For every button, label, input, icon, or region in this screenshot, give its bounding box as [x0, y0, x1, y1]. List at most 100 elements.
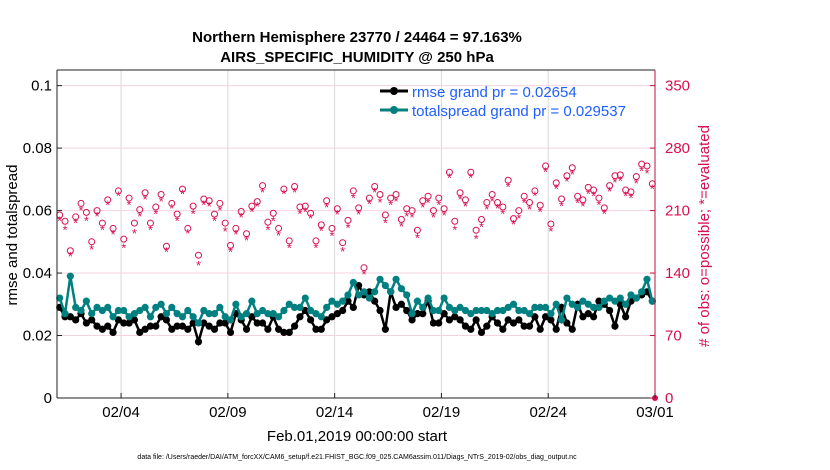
obs-possible-marker [269, 209, 277, 217]
totalspread-point [440, 294, 448, 302]
obs-evaluated-marker: * [484, 202, 489, 217]
obs-evaluated-marker: * [84, 213, 89, 228]
obs-possible-marker [632, 173, 640, 181]
totalspread-point [296, 303, 304, 312]
totalspread-point [435, 306, 443, 315]
rmse-point [584, 310, 592, 318]
obs-evaluated-marker: * [559, 198, 564, 213]
obs-possible-marker [275, 224, 283, 232]
rmse-point [152, 322, 160, 330]
totalspread-point [285, 300, 293, 308]
obs-evaluated-marker: * [180, 187, 185, 202]
obs-possible-marker [66, 247, 74, 255]
totalspread-point [589, 303, 598, 312]
rmse-point [109, 328, 117, 336]
obs-possible-marker [72, 213, 80, 221]
obs-evaluated-marker: * [137, 209, 142, 224]
obs-evaluated-marker: * [303, 205, 308, 220]
legend: rmse grand pr = 0.02654 totalspread gran… [380, 84, 626, 120]
rmse-point [435, 319, 443, 327]
obs-possible-marker [178, 185, 186, 193]
obs-possible-marker [344, 216, 352, 224]
obs-evaluated-marker: * [586, 187, 591, 202]
rmse-point [242, 325, 251, 333]
rmse-point [184, 325, 192, 333]
obs-evaluated-marker: * [399, 219, 404, 234]
totalspread-point [520, 306, 528, 315]
obs-evaluated-marker: * [276, 228, 281, 243]
obs-possible-marker [627, 188, 635, 196]
totalspread-point [568, 300, 576, 308]
obs-evaluated-marker: * [169, 201, 174, 216]
obs-evaluated-marker: * [329, 229, 334, 244]
rmse-point [499, 325, 507, 333]
rmse-point [88, 316, 96, 324]
totalspread-point [504, 303, 512, 312]
rmse-point [536, 325, 544, 333]
totalspread-point [472, 306, 480, 315]
obs-evaluated-marker: * [308, 211, 313, 226]
totalspread-point [104, 303, 112, 312]
totalspread-point [173, 310, 181, 318]
totalspread-point [381, 281, 389, 290]
obs-possible-marker [536, 201, 544, 209]
obs-evaluated-marker: * [388, 197, 393, 212]
obs-evaluated-marker: * [249, 205, 254, 220]
y-tick-label: 0.06 [23, 203, 52, 220]
totalspread-point [290, 303, 299, 312]
obs-possible-marker [141, 189, 149, 197]
totalspread-point [168, 303, 176, 312]
totalspread-point [269, 310, 277, 318]
totalspread-point [488, 310, 496, 318]
rmse-point [376, 306, 384, 315]
obs-possible-marker [376, 191, 384, 199]
totalspread-point [429, 306, 438, 315]
rmse-point [157, 313, 165, 321]
obs-evaluated-marker: * [244, 233, 249, 248]
obs-possible-marker [606, 182, 614, 190]
rmse-point [472, 316, 480, 324]
obs-evaluated-marker: * [431, 210, 436, 225]
obs-possible-marker [307, 209, 315, 217]
totalspread-point [162, 310, 171, 318]
obs-evaluated-marker: * [591, 189, 596, 204]
obs-evaluated-marker: * [436, 197, 441, 212]
totalspread-point [205, 310, 213, 318]
totalspread-point [189, 313, 197, 321]
legend-rmse-marker [390, 87, 398, 95]
rmse-point [66, 313, 74, 321]
obs-possible-marker [579, 196, 587, 204]
obs-possible-marker [467, 168, 475, 176]
obs-evaluated-marker: * [618, 173, 623, 188]
rmse-point [290, 322, 299, 330]
totalspread-point [541, 303, 550, 312]
totalspread-point [333, 300, 341, 308]
rmse-point [595, 297, 603, 305]
obs-possible-marker [312, 237, 320, 245]
obs-evaluated-marker: * [271, 213, 276, 228]
totalspread-point [638, 288, 646, 296]
x-axis-label: Feb.01,2019 00:00:00 start [267, 428, 448, 445]
totalspread-point [253, 310, 261, 318]
totalspread-point [461, 306, 470, 315]
legend-totalspread-label: totalspread grand pr = 0.029537 [412, 103, 626, 120]
obs-possible-marker [360, 264, 368, 272]
obs-evaluated-marker: * [506, 180, 511, 195]
obs-possible-marker [227, 241, 235, 249]
obs-evaluated-marker: * [367, 197, 372, 212]
x-tick-label: 02/09 [209, 404, 247, 421]
totalspread-point [573, 303, 582, 312]
obs-evaluated-marker: * [634, 176, 639, 191]
legend-totalspread-marker [390, 106, 398, 114]
rmse-point [162, 316, 171, 324]
rmse-point [205, 322, 213, 330]
chart-title-line1: Northern Hemisphere 23770 / 24464 = 97.1… [192, 29, 522, 46]
rmse-point [461, 322, 470, 330]
totalspread-point [595, 303, 603, 312]
y-axis-label: rmse and totalspread [4, 165, 21, 306]
totalspread-point [579, 297, 587, 305]
totalspread-point [536, 303, 544, 312]
obs-evaluated-marker: * [255, 199, 260, 214]
rmse-point [120, 319, 128, 327]
totalspread-point [643, 275, 651, 283]
